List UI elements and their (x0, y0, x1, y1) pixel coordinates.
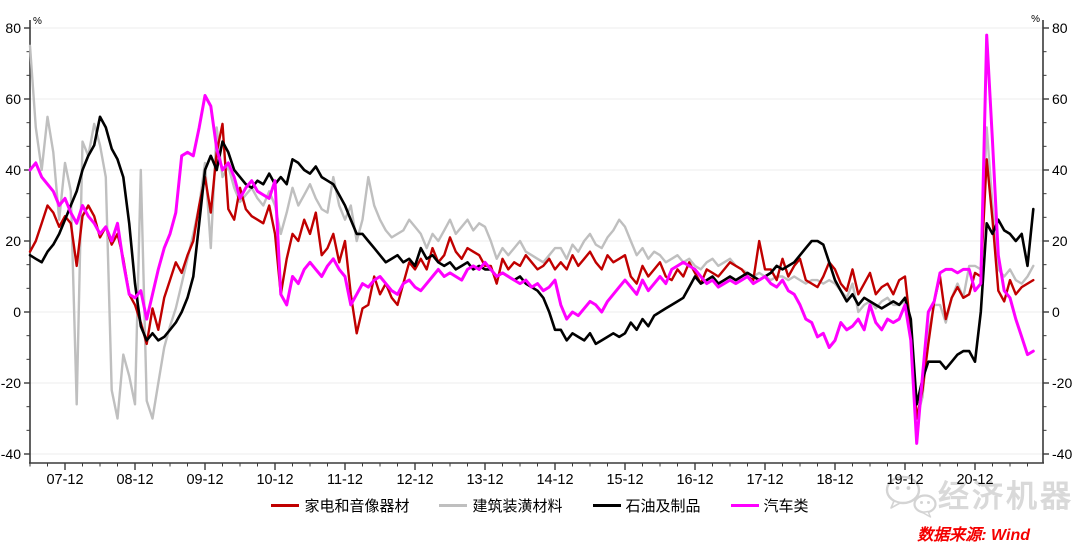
svg-text:15-12: 15-12 (606, 472, 643, 488)
svg-text:08-12: 08-12 (116, 472, 153, 488)
svg-text:0: 0 (13, 304, 21, 320)
legend-label: 石油及制品 (625, 498, 701, 515)
svg-text:13-12: 13-12 (466, 472, 503, 488)
svg-text:80: 80 (1052, 20, 1068, 36)
legend-item: 家电和音像器材 (271, 495, 409, 516)
svg-text:-40: -40 (1, 446, 21, 462)
legend-line-swatch (730, 504, 759, 507)
svg-text:80: 80 (5, 20, 21, 36)
legend-line-swatch (439, 504, 468, 507)
svg-text:11-12: 11-12 (327, 472, 363, 488)
legend-label: 汽车类 (763, 498, 809, 515)
svg-text:-20: -20 (1, 375, 21, 391)
legend-item: 汽车类 (730, 495, 809, 516)
svg-text:-20: -20 (1052, 375, 1072, 391)
chart-legend: 家电和音像器材 建筑装潢材料 石油及制品 汽车类 (0, 495, 1080, 516)
svg-text:-40: -40 (1052, 446, 1072, 462)
svg-text:07-12: 07-12 (46, 472, 83, 488)
svg-text:%: % (1031, 14, 1040, 25)
svg-text:20: 20 (5, 233, 21, 249)
legend-item: 石油及制品 (592, 495, 701, 516)
watermark-brand-text: 经济机器 (938, 478, 1074, 514)
svg-text:12-12: 12-12 (396, 472, 433, 488)
svg-text:17-12: 17-12 (746, 472, 783, 488)
svg-text:20: 20 (1052, 233, 1068, 249)
legend-label: 家电和音像器材 (304, 498, 410, 515)
svg-text:14-12: 14-12 (536, 472, 573, 488)
svg-text:60: 60 (5, 91, 21, 107)
svg-text:0: 0 (1052, 304, 1060, 320)
legend-line-swatch (271, 504, 300, 507)
watermark: 经济机器 (884, 474, 1074, 518)
svg-text:20-12: 20-12 (956, 472, 993, 488)
svg-text:16-12: 16-12 (676, 472, 713, 488)
svg-text:40: 40 (1052, 162, 1068, 178)
svg-text:09-12: 09-12 (186, 472, 223, 488)
data-source-note: 数据来源: Wind (917, 527, 1030, 544)
svg-text:10-12: 10-12 (256, 472, 293, 488)
legend-item: 建筑装潢材料 (439, 495, 563, 516)
svg-text:60: 60 (1052, 91, 1068, 107)
legend-line-swatch (592, 504, 621, 507)
wechat-chat-bubbles-icon (885, 475, 937, 518)
svg-text:19-12: 19-12 (886, 472, 923, 488)
svg-text:18-12: 18-12 (816, 472, 853, 488)
legend-label: 建筑装潢材料 (472, 498, 563, 515)
svg-text:%: % (33, 16, 42, 27)
svg-text:40: 40 (5, 162, 21, 178)
